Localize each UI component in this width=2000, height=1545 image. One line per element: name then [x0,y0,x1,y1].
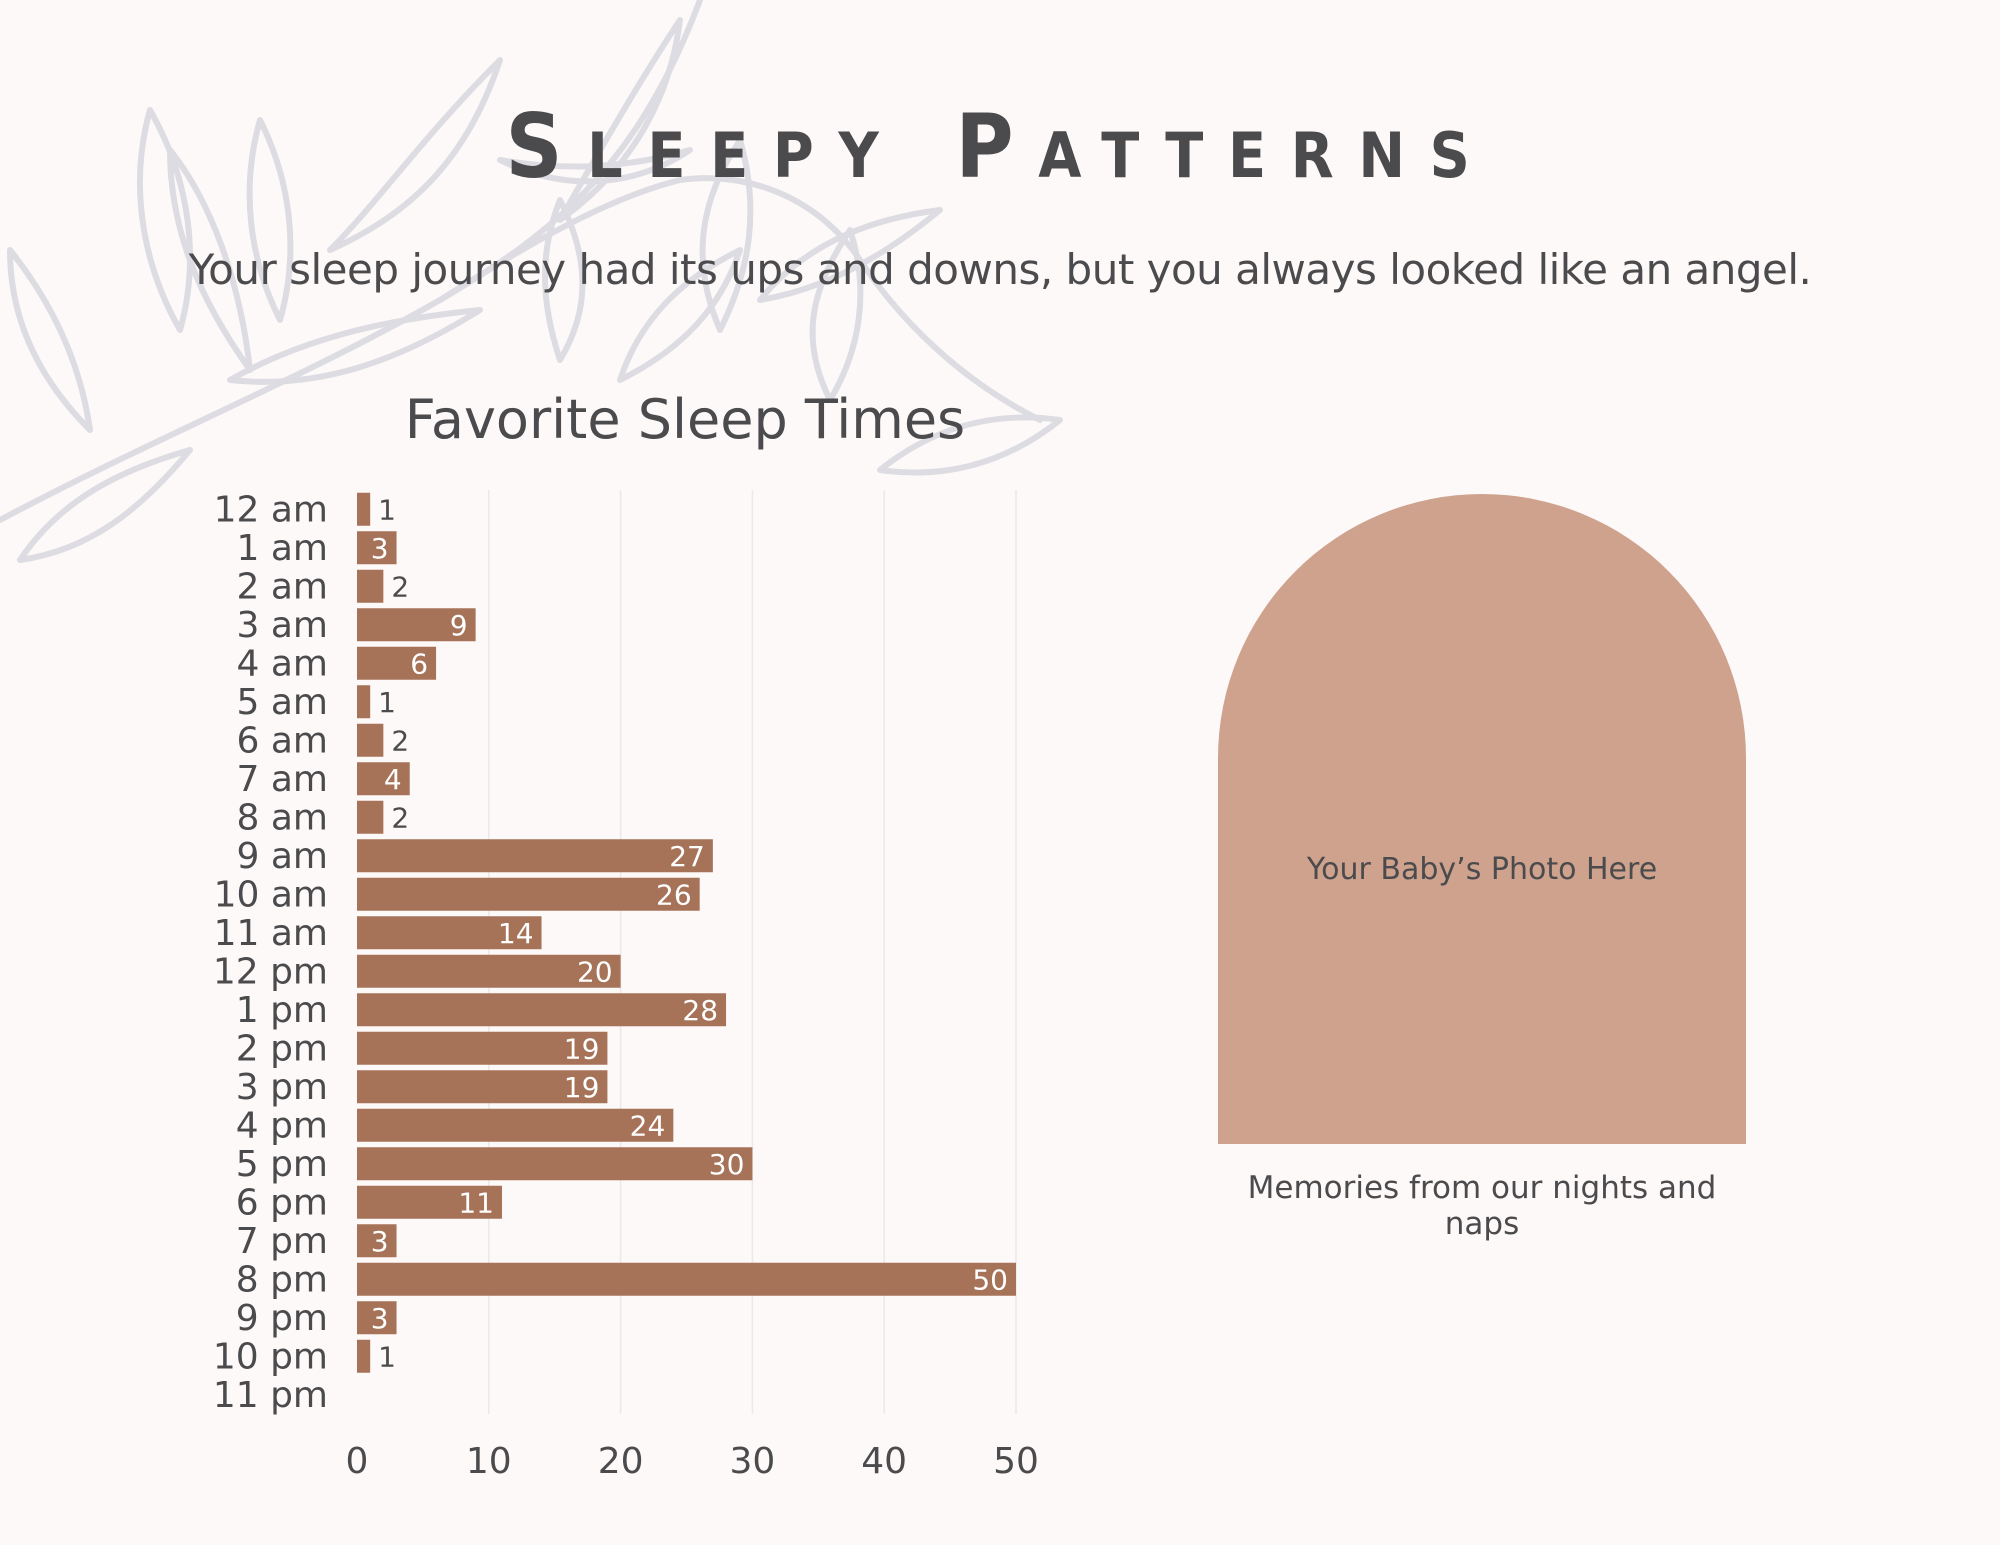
y-category-label: 5 pm [236,1144,328,1185]
y-category-label: 6 pm [236,1182,328,1223]
y-category-label: 3 am [237,605,328,646]
bar [357,646,437,680]
photo-placeholder-label: Your Baby’s Photo Here [1306,852,1658,887]
bar-value-label: 2 [391,570,409,603]
bar-value-label: 27 [669,840,705,873]
bar [357,839,713,873]
page-title: Sleepy Patterns [505,95,1495,198]
x-tick-label: 20 [598,1441,644,1482]
bar-value-label: 11 [458,1186,494,1219]
bar [357,608,476,642]
bar-value-label: 4 [384,763,402,796]
page-subtitle: Your sleep journey had its ups and downs… [188,245,1812,294]
bar-value-label: 9 [450,609,468,642]
x-tick-label: 30 [729,1441,775,1482]
bar [357,1224,397,1258]
x-tick-label: 0 [346,1441,369,1482]
bar [357,993,727,1027]
bar [357,1031,608,1065]
bar-value-label: 14 [498,917,534,950]
bar-value-label: 3 [371,1225,389,1258]
bar-value-label: 30 [709,1148,745,1181]
y-category-label: 2 pm [236,1028,328,1069]
y-category-label: 7 pm [236,1221,328,1262]
bar [357,877,700,911]
bar [357,1185,502,1219]
bar [357,762,410,796]
bar-value-label: 50 [972,1263,1008,1296]
bar [357,685,371,719]
bar-value-label: 1 [378,1340,396,1373]
y-category-label: 4 pm [236,1105,328,1146]
y-category-label: 10 am [214,874,328,915]
bar [357,569,384,603]
y-category-label: 8 am [237,797,328,838]
bar [357,531,397,565]
bar-value-label: 28 [682,994,718,1027]
y-category-label: 11 pm [213,1375,328,1416]
x-tick-label: 50 [993,1441,1039,1482]
bar-value-label: 2 [391,801,409,834]
y-category-label: 5 am [237,682,328,723]
x-tick-label: 10 [466,1441,512,1482]
bar [357,1147,753,1181]
bar [357,1070,608,1104]
bar [357,492,371,526]
bar [357,954,621,988]
y-category-label: 10 pm [213,1336,328,1377]
leaf-branch-decoration [0,0,1063,563]
bar [357,1262,1016,1296]
x-tick-label: 40 [861,1441,907,1482]
bar [357,916,542,950]
bar-value-label: 6 [410,647,428,680]
bar-value-label: 24 [630,1109,666,1142]
bar-value-label: 1 [378,686,396,719]
bar-value-label: 20 [577,955,613,988]
y-category-label: 9 am [237,836,328,877]
bar-value-label: 1 [378,493,396,526]
y-category-label: 4 am [237,643,328,684]
bar [357,1108,674,1142]
y-category-label: 11 am [214,913,328,954]
baby-photo-placeholder[interactable]: Your Baby’s Photo Here [1218,494,1746,1144]
bar-value-label: 2 [391,724,409,757]
y-category-label: 12 am [214,489,328,530]
bar-value-label: 26 [656,878,692,911]
y-category-label: 2 am [237,566,328,607]
bar [357,1301,397,1335]
bar-value-label: 3 [371,532,389,565]
y-category-label: 3 pm [236,1067,328,1108]
y-category-label: 8 pm [236,1259,328,1300]
bar-value-label: 19 [564,1071,600,1104]
bar [357,1339,371,1373]
bar [357,800,384,834]
y-category-label: 12 pm [213,951,328,992]
y-category-label: 1 pm [236,990,328,1031]
y-category-label: 6 am [237,720,328,761]
y-category-label: 7 am [237,759,328,800]
bar-value-label: 3 [371,1302,389,1335]
photo-caption: Memories from our nights and naps [1247,1170,1717,1242]
y-category-label: 9 pm [236,1298,328,1339]
y-category-label: 1 am [237,528,328,569]
bar-value-label: 19 [564,1032,600,1065]
bar [357,723,384,757]
chart-title: Favorite Sleep Times [404,388,966,451]
